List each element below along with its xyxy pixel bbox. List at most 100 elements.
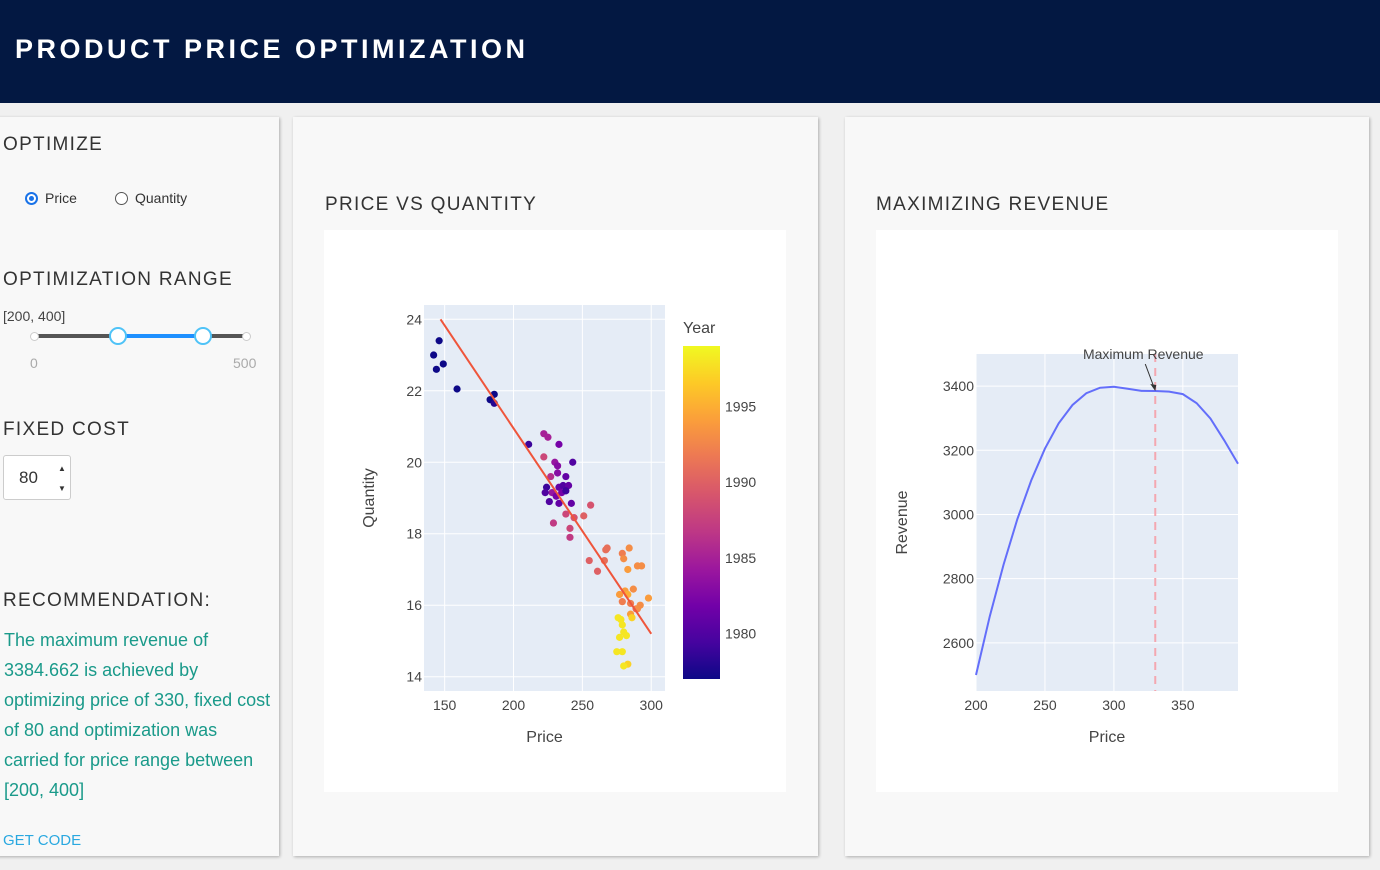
- annotation-arrowhead: [1150, 384, 1157, 392]
- data-point: [618, 648, 626, 656]
- revenue-curve: [975, 385, 1239, 676]
- y-tick-label: 24: [406, 311, 422, 327]
- revenue-chart[interactable]: 200 250 300 350 2600 2800 3000 3200 3400 Price Rev…: [876, 230, 1338, 792]
- y-tick-label: 3200: [943, 442, 974, 458]
- data-point: [553, 462, 562, 470]
- optimize-title: OPTIMIZE: [3, 134, 104, 155]
- data-point: [569, 458, 577, 466]
- recommendation-text: The maximum revenue of 3384.662 is achie…: [4, 630, 271, 800]
- trend-line: [439, 318, 653, 635]
- x-tick-label: 300: [640, 697, 664, 713]
- data-point: [555, 440, 563, 448]
- y-tick-label: 2600: [943, 635, 974, 651]
- get-code-link[interactable]: GET CODE: [3, 832, 82, 849]
- y-tick-label: 20: [406, 454, 422, 470]
- data-point: [562, 487, 570, 495]
- data-point: [593, 567, 602, 575]
- data-point: [620, 555, 628, 563]
- y-tick-label: 2800: [943, 571, 974, 587]
- data-point: [625, 544, 633, 552]
- data-point: [562, 472, 570, 481]
- slider-high-handle[interactable]: [194, 327, 212, 345]
- data-point: [559, 481, 567, 490]
- x-tick-label: 150: [433, 697, 457, 713]
- data-point: [567, 499, 575, 507]
- x-tick-label: 300: [1102, 697, 1126, 713]
- data-point: [540, 453, 548, 461]
- colorbar-title: Year: [683, 320, 716, 337]
- optimization-range-title: OPTIMIZATION RANGE: [3, 269, 233, 290]
- slider-low-handle[interactable]: [109, 327, 127, 345]
- colorbar: [683, 346, 720, 679]
- data-point: [541, 489, 549, 497]
- recommendation-title: RECOMMENDATION:: [3, 590, 212, 611]
- radio-price-label: Price: [45, 190, 77, 206]
- revenue-plot-background: [976, 354, 1238, 691]
- data-point: [629, 585, 637, 593]
- radio-price[interactable]: Price: [25, 190, 77, 206]
- stepper-down-icon[interactable]: ▼: [58, 484, 66, 493]
- maximizing-revenue-title: MAXIMIZING REVENUE: [876, 194, 1110, 215]
- data-point: [615, 590, 624, 599]
- price-quantity-chart[interactable]: 150 200 250 300 14 16 18 20 22 24 Price Quantity Yea…: [324, 230, 786, 792]
- data-point: [565, 481, 573, 490]
- x-axis-title: Price: [526, 729, 563, 746]
- slider-max-label: 500: [233, 355, 257, 371]
- x-tick-label: 200: [964, 697, 988, 713]
- radio-quantity-indicator[interactable]: [115, 191, 128, 205]
- y-tick-label: 3400: [943, 378, 974, 394]
- radio-quantity-label: Quantity: [135, 190, 188, 206]
- data-point: [618, 598, 626, 606]
- data-point: [628, 614, 636, 622]
- y-axis-title: Quantity: [361, 468, 378, 528]
- data-point: [439, 360, 447, 368]
- y-axis-title: Revenue: [894, 490, 911, 554]
- app-title: PRODUCT PRICE OPTIMIZATION: [15, 34, 529, 64]
- fixed-cost-input[interactable]: 80 ▲ ▼: [3, 455, 71, 500]
- max-revenue-annotation: Maximum Revenue: [1083, 346, 1204, 362]
- data-point: [637, 562, 646, 570]
- data-point: [614, 614, 622, 622]
- data-point: [620, 662, 628, 670]
- y-tick-label: 3000: [943, 506, 974, 522]
- range-slider[interactable]: [30, 327, 251, 347]
- data-point: [618, 621, 626, 629]
- fixed-cost-value: 80: [19, 468, 38, 487]
- data-point: [544, 433, 552, 441]
- data-point: [613, 648, 621, 656]
- data-point: [624, 565, 632, 574]
- slider-min-mark: [30, 332, 39, 341]
- data-point: [549, 519, 558, 527]
- x-tick-label: 250: [1033, 697, 1057, 713]
- x-tick-label: 350: [1171, 697, 1195, 713]
- data-point: [553, 469, 562, 477]
- data-point: [603, 544, 611, 552]
- colorbar-tick-label: 1985: [725, 550, 756, 566]
- colorbar-tick-label: 1995: [725, 399, 756, 415]
- data-point: [432, 365, 440, 373]
- stepper-up-icon[interactable]: ▲: [58, 464, 66, 473]
- radio-price-indicator[interactable]: [25, 191, 38, 205]
- y-tick-label: 16: [406, 597, 422, 613]
- x-tick-label: 200: [502, 697, 526, 713]
- slider-selected-range: [118, 334, 203, 338]
- data-point: [430, 351, 438, 359]
- x-tick-label: 250: [571, 697, 595, 713]
- x-axis-title: Price: [1089, 729, 1126, 746]
- slider-max-mark: [242, 332, 251, 341]
- data-point: [566, 524, 574, 532]
- colorbar-tick-label: 1990: [725, 474, 756, 490]
- slider-min-label: 0: [30, 355, 38, 371]
- data-point: [555, 499, 563, 507]
- data-point: [644, 594, 653, 602]
- data-point: [566, 533, 574, 541]
- annotation-arrow: [1144, 363, 1155, 389]
- radio-quantity[interactable]: Quantity: [115, 190, 187, 206]
- app-header: PRODUCT PRICE OPTIMIZATION: [0, 0, 1380, 103]
- data-point: [622, 632, 631, 640]
- data-point: [545, 497, 553, 506]
- price-vs-quantity-title: PRICE VS QUANTITY: [325, 194, 538, 215]
- y-tick-label: 22: [406, 383, 422, 399]
- range-value-text: [200, 400]: [3, 308, 66, 324]
- data-point: [562, 510, 570, 518]
